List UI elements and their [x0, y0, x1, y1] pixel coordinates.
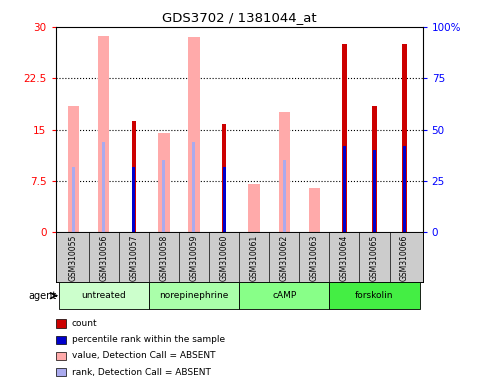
Bar [373, 150, 376, 232]
Text: GSM310058: GSM310058 [159, 234, 169, 281]
Bar [239, 282, 329, 309]
Text: GSM310066: GSM310066 [400, 234, 409, 281]
Bar [149, 282, 239, 309]
Text: count: count [72, 319, 98, 328]
Bar [342, 44, 347, 232]
Bar [223, 167, 226, 232]
Text: GSM310056: GSM310056 [99, 234, 108, 281]
Text: GSM310063: GSM310063 [310, 234, 319, 281]
Bar [343, 146, 346, 232]
Text: GSM310059: GSM310059 [189, 234, 199, 281]
Bar [72, 167, 75, 232]
Bar [222, 124, 227, 232]
Bar [279, 113, 290, 232]
Text: percentile rank within the sample: percentile rank within the sample [72, 335, 225, 344]
Bar [248, 184, 260, 232]
Text: agent: agent [28, 291, 56, 301]
Bar [188, 37, 199, 232]
Bar [403, 146, 406, 232]
Bar [68, 106, 79, 232]
Bar [192, 142, 196, 232]
Text: GSM310061: GSM310061 [250, 234, 258, 281]
Text: value, Detection Call = ABSENT: value, Detection Call = ABSENT [72, 351, 215, 361]
Text: GSM310055: GSM310055 [69, 234, 78, 281]
Bar [102, 142, 105, 232]
Bar [372, 106, 377, 232]
Bar [329, 282, 420, 309]
Bar [402, 44, 407, 232]
Bar [58, 282, 149, 309]
Text: forskolin: forskolin [355, 291, 394, 300]
Bar [131, 121, 136, 232]
Bar [132, 167, 135, 232]
Bar [158, 133, 170, 232]
Bar [162, 161, 165, 232]
Text: cAMP: cAMP [272, 291, 297, 300]
Text: GSM310064: GSM310064 [340, 234, 349, 281]
Bar [283, 161, 286, 232]
Bar [309, 188, 320, 232]
Text: rank, Detection Call = ABSENT: rank, Detection Call = ABSENT [72, 367, 211, 377]
Text: GSM310065: GSM310065 [370, 234, 379, 281]
Text: untreated: untreated [81, 291, 126, 300]
Text: norepinephrine: norepinephrine [159, 291, 228, 300]
Bar [98, 36, 110, 232]
Text: GSM310062: GSM310062 [280, 234, 289, 281]
Text: GSM310057: GSM310057 [129, 234, 138, 281]
Text: GSM310060: GSM310060 [220, 234, 228, 281]
Title: GDS3702 / 1381044_at: GDS3702 / 1381044_at [162, 11, 316, 24]
